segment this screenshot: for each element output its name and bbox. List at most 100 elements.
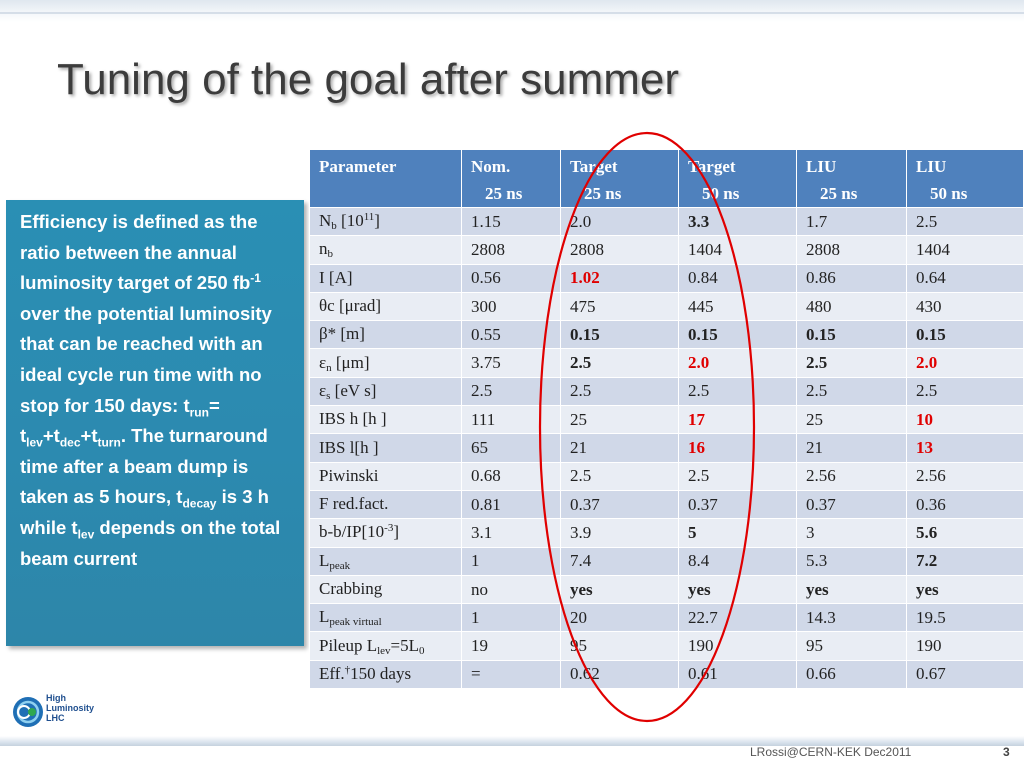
table-row: εs [eV s] 2.5 2.5 2.5 2.5 2.5	[309, 376, 1024, 407]
header-label: LIU	[806, 157, 837, 176]
header-sublabel: 25 ns	[485, 184, 523, 203]
value-cell: 95	[796, 631, 907, 661]
table-row: Piwinski 0.68 2.5 2.5 2.56 2.56	[309, 461, 1024, 491]
value-cell: 16	[678, 433, 797, 463]
footer-page-number: 3	[1003, 745, 1010, 759]
table-row: θc [μrad] 300 475 445 480 430	[309, 291, 1024, 322]
value-cell: 2.5	[560, 461, 679, 491]
header-label: Target	[570, 157, 618, 176]
efficiency-note-text: Efficiency is defined as the ratio betwe…	[20, 211, 281, 569]
parameter-table: Parameter Nom. 25 ns Target 25 ns Target 50 ns…	[309, 149, 1024, 690]
value-cell: 0.86	[796, 263, 907, 293]
table-row: I [A] 0.56 1.02 0.84 0.86 0.64	[309, 263, 1024, 293]
value-cell: 0.15	[560, 320, 679, 350]
table-row: εn [μm] 3.75 2.5 2.0 2.5 2.0	[309, 348, 1024, 378]
efficiency-note-box: Efficiency is defined as the ratio betwe…	[6, 200, 304, 646]
table-header-cell: LIU 50 ns	[906, 149, 1024, 208]
value-cell: 190	[906, 631, 1024, 661]
value-cell: 19.5	[906, 603, 1024, 633]
value-cell: 8.4	[678, 546, 797, 576]
footer-author: LRossi@CERN-KEK Dec2011	[750, 745, 912, 759]
parameter-name-cell: Nb [1011]	[309, 206, 462, 237]
value-cell: 0.56	[461, 263, 561, 293]
value-cell: 0.64	[906, 263, 1024, 293]
value-cell: 3.3	[678, 206, 797, 237]
value-cell: 111	[461, 405, 561, 435]
table-header-cell: Target 25 ns	[560, 149, 679, 208]
value-cell: 0.55	[461, 320, 561, 350]
value-cell: 300	[461, 291, 561, 322]
value-cell: yes	[560, 574, 679, 605]
parameter-name-cell: nb	[309, 235, 462, 265]
value-cell: 0.36	[906, 489, 1024, 520]
table-row: IBS h [h ] 111 25 17 25 10	[309, 405, 1024, 435]
value-cell: 3.9	[560, 518, 679, 548]
value-cell: 0.67	[906, 659, 1024, 690]
value-cell: 0.37	[560, 489, 679, 520]
value-cell: 2.5	[461, 376, 561, 407]
table-row: nb 2808 2808 1404 2808 1404	[309, 235, 1024, 265]
value-cell: 65	[461, 433, 561, 463]
value-cell: 2.5	[560, 376, 679, 407]
value-cell: 1.7	[796, 206, 907, 237]
value-cell: 0.15	[906, 320, 1024, 350]
value-cell: 2808	[796, 235, 907, 265]
value-cell: 7.2	[906, 546, 1024, 576]
value-cell: 2.0	[560, 206, 679, 237]
header-label: Target	[688, 157, 736, 176]
value-cell: 22.7	[678, 603, 797, 633]
hl-lhc-logo-icon	[13, 697, 43, 727]
value-cell: 2.5	[796, 348, 907, 378]
header-label: Nom.	[471, 157, 511, 176]
table-row: Crabbing no yes yes yes yes	[309, 574, 1024, 605]
parameter-name-cell: IBS l[h ]	[309, 433, 462, 463]
table-header-cell: LIU 25 ns	[796, 149, 907, 208]
table-row: Eff.†150 days = 0.62 0.61 0.66 0.67	[309, 659, 1024, 690]
value-cell: 25	[796, 405, 907, 435]
value-cell: 1404	[906, 235, 1024, 265]
table-row: F red.fact. 0.81 0.37 0.37 0.37 0.36	[309, 489, 1024, 520]
value-cell: =	[461, 659, 561, 690]
value-cell: 95	[560, 631, 679, 661]
value-cell: 445	[678, 291, 797, 322]
slide-title: Tuning of the goal after summer	[57, 55, 680, 104]
table-header-cell: Target 50 ns	[678, 149, 797, 208]
value-cell: 2.5	[560, 348, 679, 378]
table-row: Nb [1011] 1.15 2.0 3.3 1.7 2.5	[309, 206, 1024, 237]
value-cell: 5	[678, 518, 797, 548]
parameter-name-cell: Lpeak virtual	[309, 603, 462, 633]
table-row: IBS l[h ] 65 21 16 21 13	[309, 433, 1024, 463]
value-cell: 14.3	[796, 603, 907, 633]
table-row: Lpeak 1 7.4 8.4 5.3 7.2	[309, 546, 1024, 576]
header-sublabel: 50 ns	[702, 184, 740, 203]
value-cell: 0.15	[796, 320, 907, 350]
value-cell: 2.56	[906, 461, 1024, 491]
parameter-name-cell: F red.fact.	[309, 489, 462, 520]
value-cell: no	[461, 574, 561, 605]
value-cell: 0.66	[796, 659, 907, 690]
parameter-name-cell: Lpeak	[309, 546, 462, 576]
value-cell: 21	[560, 433, 679, 463]
value-cell: 480	[796, 291, 907, 322]
value-cell: 1	[461, 546, 561, 576]
value-cell: 1.02	[560, 263, 679, 293]
value-cell: 2.5	[796, 376, 907, 407]
logo-wordmark: High Luminosity LHC	[46, 693, 95, 723]
value-cell: 1.15	[461, 206, 561, 237]
value-cell: 25	[560, 405, 679, 435]
table-header-row: Parameter Nom. 25 ns Target 25 ns Target 50 ns…	[309, 149, 1024, 208]
value-cell: 0.37	[796, 489, 907, 520]
parameter-name-cell: εn [μm]	[309, 348, 462, 378]
value-cell: 2.56	[796, 461, 907, 491]
value-cell: 2.0	[678, 348, 797, 378]
parameter-name-cell: IBS h [h ]	[309, 405, 462, 435]
value-cell: 0.84	[678, 263, 797, 293]
header-sublabel: 25 ns	[820, 184, 858, 203]
parameter-name-cell: Pileup Llev=5L0	[309, 631, 462, 661]
top-decor-band	[0, 0, 1024, 22]
value-cell: 7.4	[560, 546, 679, 576]
table-row: Pileup Llev=5L0 19 95 190 95 190	[309, 631, 1024, 661]
value-cell: 2808	[461, 235, 561, 265]
value-cell: 2.5	[678, 461, 797, 491]
value-cell: 1	[461, 603, 561, 633]
